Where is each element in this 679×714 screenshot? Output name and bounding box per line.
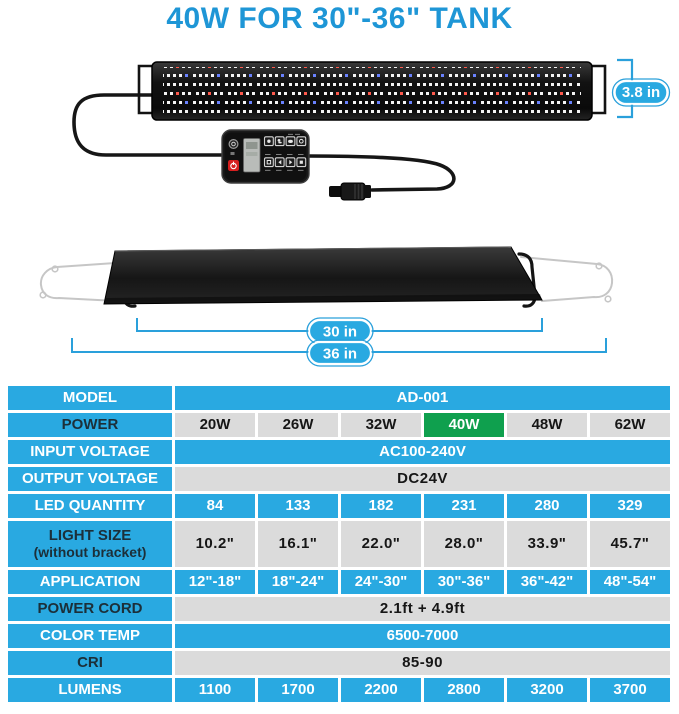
row-label: LIGHT SIZE (without bracket) bbox=[8, 521, 172, 567]
speaker-icon bbox=[230, 152, 235, 155]
hanger-right bbox=[517, 252, 537, 308]
spec-cell: 182 bbox=[341, 494, 421, 518]
spec-cell: 45.7" bbox=[590, 521, 670, 567]
spec-cell: 6500-7000 bbox=[175, 624, 670, 648]
spec-row-power-cord: POWER CORD 2.1ft + 4.9ft bbox=[8, 597, 670, 621]
spec-cell: 3700 bbox=[590, 678, 670, 702]
row-label: COLOR TEMP bbox=[8, 624, 172, 648]
page-title: 40W FOR 30"-36" TANK bbox=[166, 2, 513, 35]
remote-label-marks bbox=[265, 133, 304, 171]
ok-icon bbox=[299, 160, 303, 164]
spec-cell: 231 bbox=[424, 494, 504, 518]
spec-cell: 48W bbox=[507, 413, 587, 437]
spec-row-cri: CRI 85-90 bbox=[8, 651, 670, 675]
spec-cell: 10.2" bbox=[175, 521, 255, 567]
spec-row-input-voltage: INPUT VOLTAGE AC100-240V bbox=[8, 440, 670, 464]
window-icon bbox=[266, 160, 272, 165]
spec-cell: 36"-42" bbox=[507, 570, 587, 594]
partly-cloudy-icon bbox=[277, 139, 282, 144]
remote-screen bbox=[243, 138, 261, 173]
power-cable-left bbox=[72, 93, 225, 157]
row-label: POWER CORD bbox=[8, 597, 172, 621]
spec-row-model: MODEL AD-001 bbox=[8, 386, 670, 410]
power-cable-right bbox=[305, 154, 456, 192]
row-label: CRI bbox=[8, 651, 172, 675]
spec-cell: 280 bbox=[507, 494, 587, 518]
spec-cell: 3200 bbox=[507, 678, 587, 702]
extendable-bracket-left bbox=[39, 261, 131, 302]
spec-row-color-temp: COLOR TEMP 6500-7000 bbox=[8, 624, 670, 648]
dc-connector bbox=[329, 182, 371, 201]
sun-icon bbox=[267, 139, 271, 143]
spec-cell: 48"-54" bbox=[590, 570, 670, 594]
row-label-line2: (without bracket) bbox=[33, 543, 147, 560]
spec-cell: 22.0" bbox=[341, 521, 421, 567]
cloud-icon bbox=[288, 139, 293, 143]
row-label: POWER bbox=[8, 413, 172, 437]
row-label: MODEL bbox=[8, 386, 172, 410]
spec-cell: 16.1" bbox=[258, 521, 338, 567]
moon-icon bbox=[299, 138, 304, 144]
spec-cell: 30"-36" bbox=[424, 570, 504, 594]
spec-cell: 24"-30" bbox=[341, 570, 421, 594]
spec-cell: 2800 bbox=[424, 678, 504, 702]
setting-button bbox=[228, 139, 239, 150]
row-label: INPUT VOLTAGE bbox=[8, 440, 172, 464]
spec-cell: 133 bbox=[258, 494, 338, 518]
light-housing bbox=[103, 246, 543, 305]
inner-width-dimension: 30 in bbox=[136, 317, 543, 345]
spec-cell: 26W bbox=[258, 413, 338, 437]
row-label: LUMENS bbox=[8, 678, 172, 702]
spec-cell: AD-001 bbox=[175, 386, 670, 410]
spec-row-lumens: LUMENS 1100 1700 2200 2800 3200 3700 bbox=[8, 678, 670, 702]
spec-cell: 84 bbox=[175, 494, 255, 518]
inner-width-label: 30 in bbox=[323, 324, 357, 341]
remote-controller bbox=[221, 129, 310, 184]
outer-width-dimension: 36 in bbox=[71, 338, 607, 367]
row-label-line1: LIGHT SIZE bbox=[48, 527, 132, 545]
spec-cell: 32W bbox=[341, 413, 421, 437]
spec-cell: 2200 bbox=[341, 678, 421, 702]
bracket-right bbox=[590, 64, 607, 115]
spec-cell: DC24V bbox=[175, 467, 670, 491]
spec-row-power: POWER 20W 26W 32W 40W 48W 62W bbox=[8, 413, 670, 437]
outer-width-label: 36 in bbox=[323, 346, 357, 363]
row-label: APPLICATION bbox=[8, 570, 172, 594]
spec-cell: AC100-240V bbox=[175, 440, 670, 464]
spec-cell: 329 bbox=[590, 494, 670, 518]
remote-power-button bbox=[228, 160, 239, 171]
spec-cell: 62W bbox=[590, 413, 670, 437]
spec-table: MODEL AD-001 POWER 20W 26W 32W 40W 48W 6… bbox=[5, 383, 673, 705]
spec-cell: 28.0" bbox=[424, 521, 504, 567]
spec-cell: 33.9" bbox=[507, 521, 587, 567]
row-label: LED QUANTITY bbox=[8, 494, 172, 518]
spec-cell: 18"-24" bbox=[258, 570, 338, 594]
spec-row-led-quantity: LED QUANTITY 84 133 182 231 280 329 bbox=[8, 494, 670, 518]
spec-row-light-size: LIGHT SIZE (without bracket) 10.2" 16.1"… bbox=[8, 521, 670, 567]
spec-row-output-voltage: OUTPUT VOLTAGE DC24V bbox=[8, 467, 670, 491]
power-icon bbox=[230, 161, 237, 170]
spec-cell-highlighted: 40W bbox=[424, 413, 504, 437]
extendable-bracket-right bbox=[520, 256, 614, 303]
row-label: OUTPUT VOLTAGE bbox=[8, 467, 172, 491]
prev-icon bbox=[278, 159, 282, 165]
spec-cell: 20W bbox=[175, 413, 255, 437]
bracket-left bbox=[137, 64, 154, 115]
next-icon bbox=[289, 159, 293, 165]
spec-cell: 1100 bbox=[175, 678, 255, 702]
spec-row-application: APPLICATION 12"-18" 18"-24" 24"-30" 30"-… bbox=[8, 570, 670, 594]
led-bar bbox=[151, 61, 593, 121]
spec-cell: 12"-18" bbox=[175, 570, 255, 594]
light-mounted-view-figure: 30 in 36 in bbox=[39, 246, 614, 367]
spec-cell: 85-90 bbox=[175, 651, 670, 675]
spec-cell: 2.1ft + 4.9ft bbox=[175, 597, 670, 621]
height-dimension: 3.8 in bbox=[611, 58, 671, 119]
spec-cell: 1700 bbox=[258, 678, 338, 702]
light-front-view-figure: 3.8 in bbox=[72, 58, 671, 201]
gear-icon bbox=[231, 141, 236, 147]
height-dimension-label: 3.8 in bbox=[622, 84, 660, 101]
led-array bbox=[163, 67, 581, 115]
